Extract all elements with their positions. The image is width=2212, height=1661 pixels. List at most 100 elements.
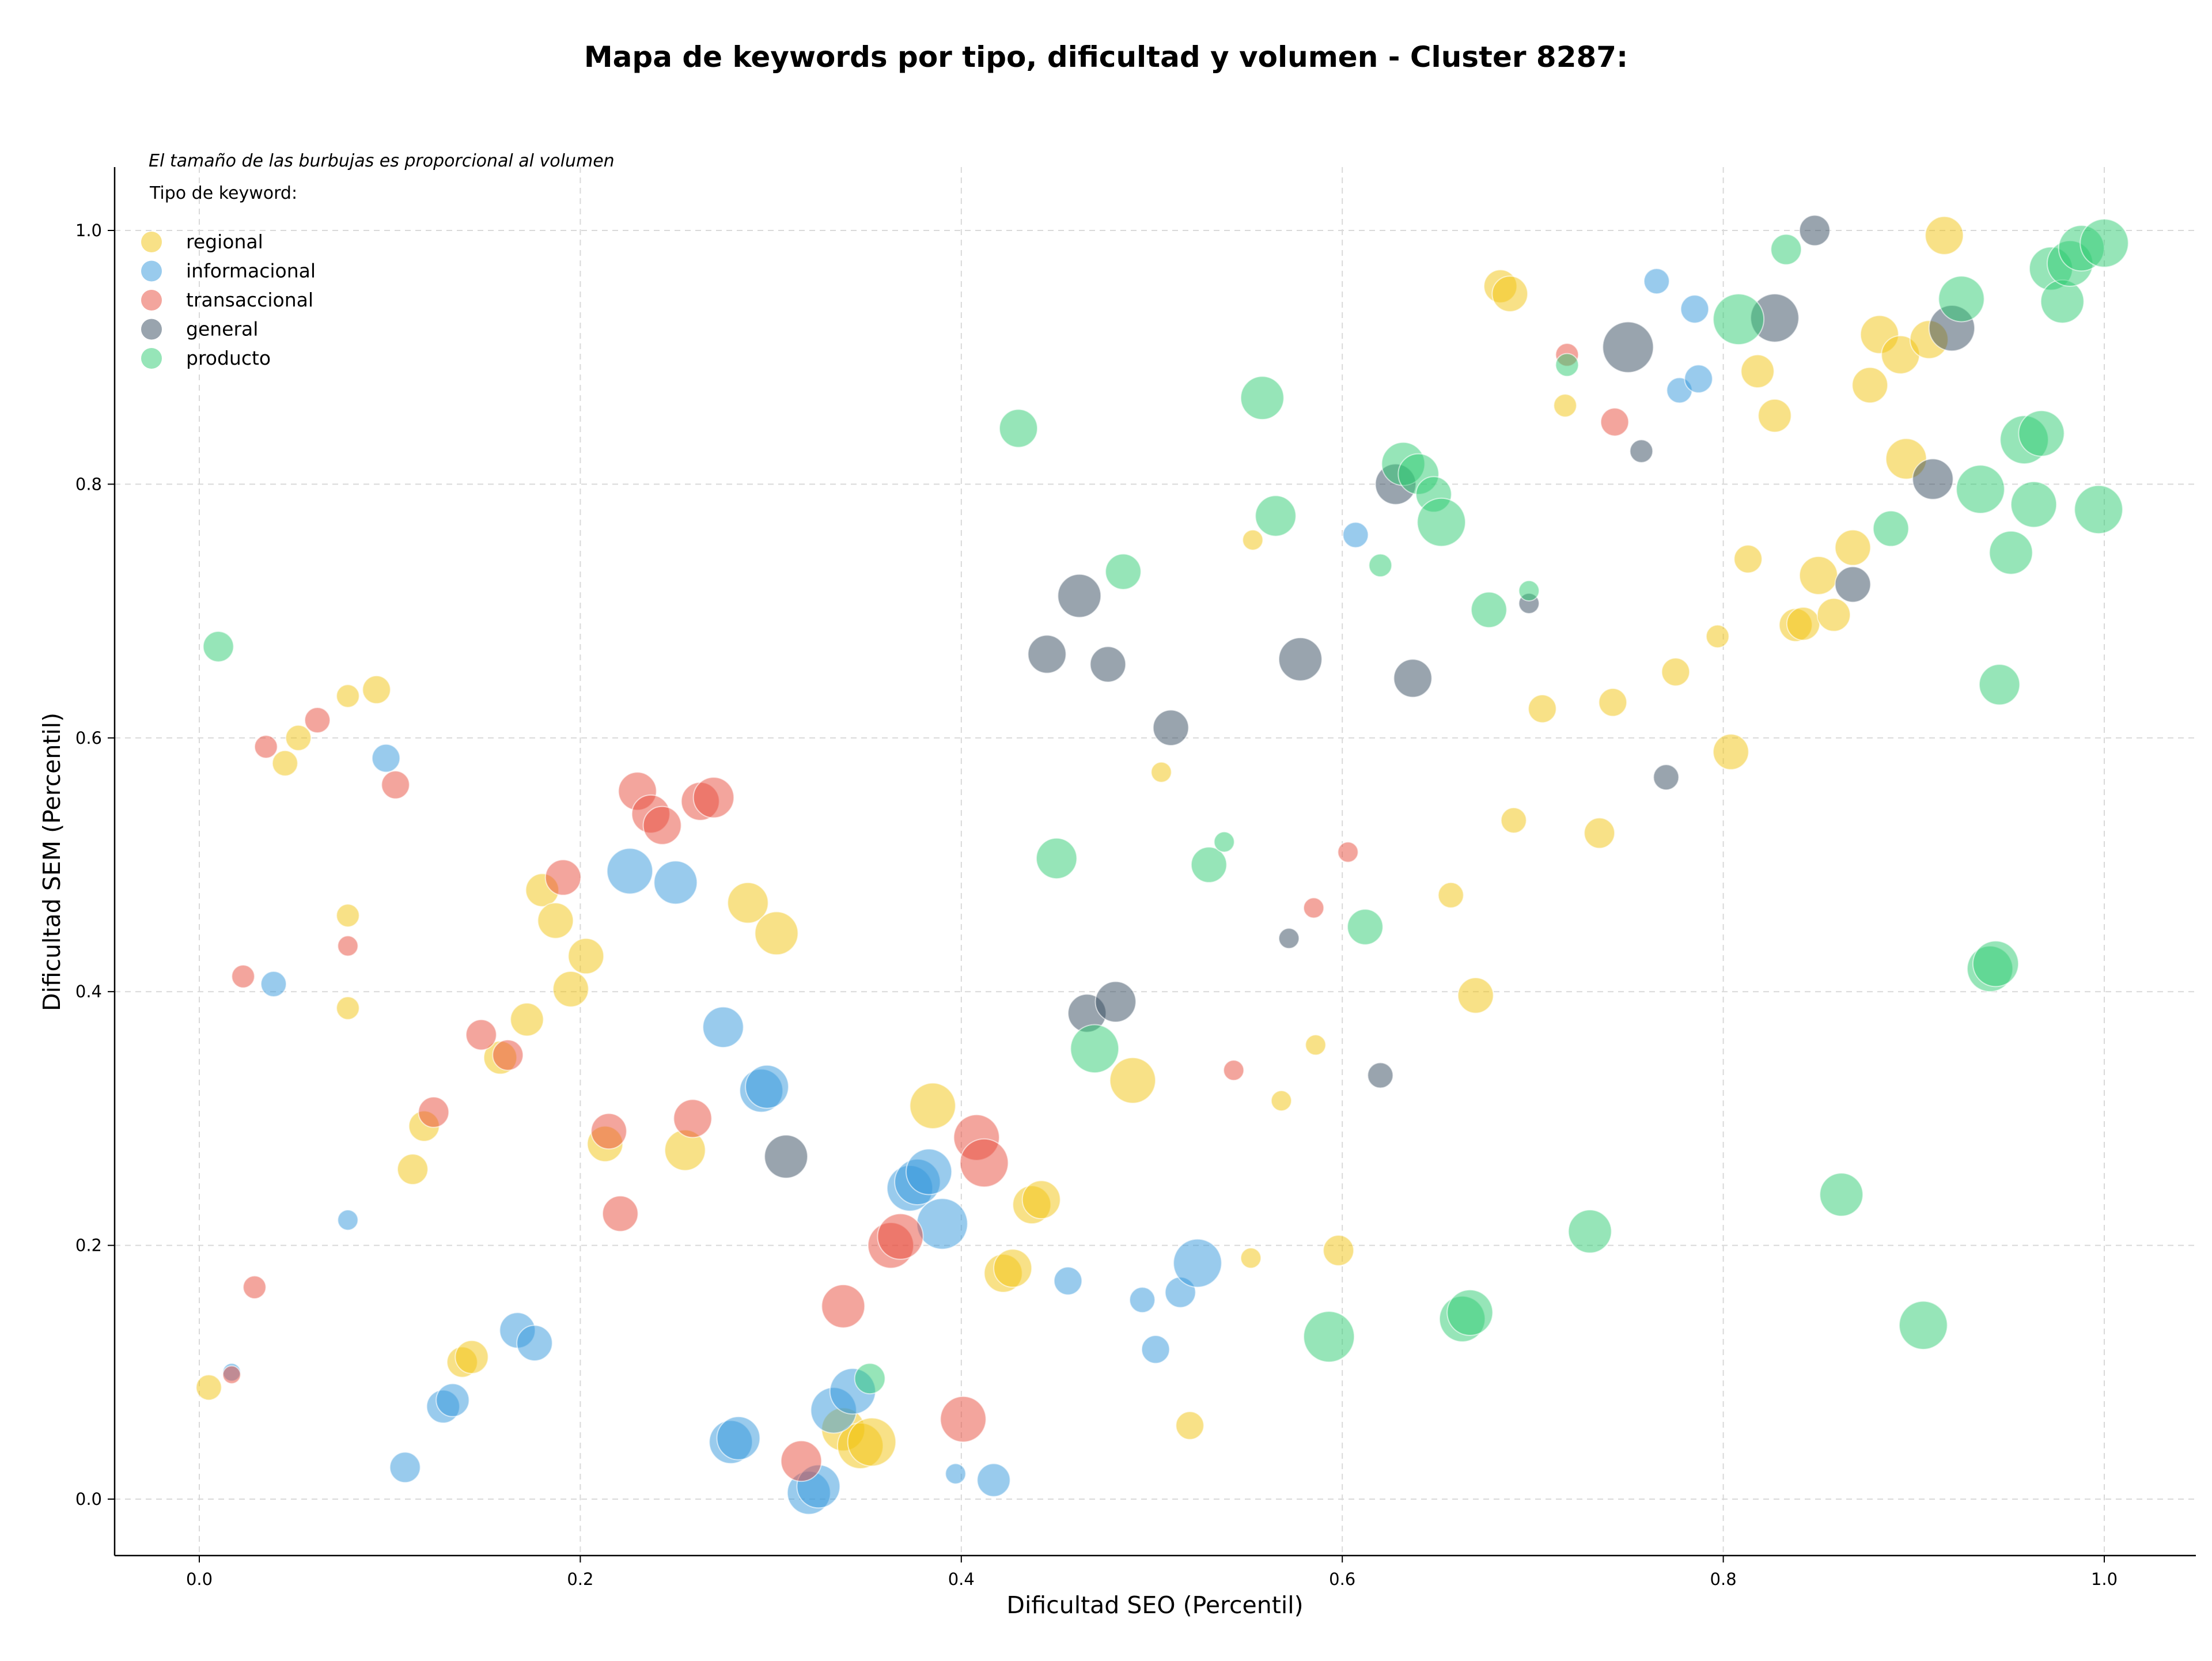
y-tick-label: 0.8 bbox=[75, 474, 102, 494]
bubble-producto bbox=[1070, 1024, 1120, 1074]
bubble-regional bbox=[336, 996, 360, 1020]
bubble-producto bbox=[1972, 940, 2020, 987]
bubble-regional bbox=[1851, 366, 1888, 404]
bubble-producto bbox=[1347, 909, 1384, 945]
bubble-regional bbox=[1270, 1090, 1292, 1112]
bubble-general bbox=[1278, 928, 1300, 949]
bubble-producto bbox=[1770, 233, 1802, 266]
bubble-informacional bbox=[945, 1463, 967, 1485]
bubble-general bbox=[1798, 214, 1831, 247]
bubble-transaccional bbox=[1600, 407, 1630, 437]
bubble-regional bbox=[1242, 529, 1264, 551]
bubble-producto bbox=[2040, 279, 2085, 324]
bubble-informacional bbox=[606, 847, 654, 895]
bubble-producto bbox=[2010, 481, 2058, 528]
bubble-general bbox=[1602, 321, 1654, 373]
bubble-informacional bbox=[1643, 268, 1670, 295]
bubble-producto bbox=[1899, 1300, 1948, 1350]
x-tick-label: 0.4 bbox=[948, 1569, 975, 1589]
legend: regional informacional transaccional genera… bbox=[141, 230, 316, 369]
x-tick-label: 1.0 bbox=[2091, 1569, 2118, 1589]
y-tick-label: 1.0 bbox=[75, 221, 102, 240]
bubble-producto bbox=[1446, 1289, 1494, 1336]
bubble-general bbox=[1057, 573, 1102, 618]
bubble-transaccional bbox=[492, 1039, 524, 1071]
legend-label-informacional: informacional bbox=[186, 260, 316, 282]
legend-label-producto: producto bbox=[186, 347, 271, 369]
bubble-regional bbox=[727, 881, 769, 924]
legend-marker-informacional bbox=[141, 260, 162, 282]
legend-label-general: general bbox=[186, 318, 258, 340]
bubble-producto bbox=[1518, 580, 1540, 602]
bubble-regional bbox=[336, 684, 360, 708]
bubble-informacional bbox=[260, 971, 287, 997]
bubble-general bbox=[1094, 981, 1137, 1023]
bubble-producto bbox=[1555, 353, 1580, 377]
bubble-regional bbox=[1816, 597, 1851, 632]
bubble-informacional bbox=[389, 1451, 421, 1484]
bubble-informacional bbox=[653, 860, 698, 905]
bubble-transaccional bbox=[780, 1440, 823, 1482]
bubble-general bbox=[1912, 458, 1954, 500]
x-tick-label: 0.8 bbox=[1710, 1569, 1737, 1589]
bubble-regional bbox=[1528, 694, 1557, 724]
bubble-general bbox=[1653, 764, 1680, 791]
bubble-regional bbox=[1661, 657, 1691, 687]
bubble-regional bbox=[510, 1002, 544, 1037]
y-axis-label: Dificultad SEM (Percentil) bbox=[38, 713, 66, 1011]
bubble-regional bbox=[195, 1374, 222, 1401]
bubble-informacional bbox=[745, 1064, 789, 1109]
bubble-transaccional bbox=[877, 1213, 924, 1260]
bubble-producto bbox=[1713, 293, 1765, 346]
y-tick-label: 0.0 bbox=[75, 1489, 102, 1509]
bubble-informacional bbox=[1053, 1266, 1083, 1296]
bubble-producto bbox=[202, 630, 234, 663]
bubble-regional bbox=[1705, 624, 1730, 649]
bubble-transaccional bbox=[418, 1096, 450, 1128]
bubble-regional bbox=[993, 1248, 1033, 1288]
bubble-regional bbox=[1758, 398, 1792, 433]
bubble-layer bbox=[195, 214, 2129, 1515]
bubble-informacional bbox=[976, 1463, 1011, 1497]
bubble-transaccional bbox=[253, 735, 278, 759]
bubble-regional bbox=[1323, 1235, 1355, 1266]
bubble-regional bbox=[1175, 1411, 1205, 1440]
bubble-transaccional bbox=[465, 1019, 497, 1051]
axes bbox=[113, 167, 2196, 1557]
bubble-producto bbox=[1567, 1209, 1612, 1254]
y-tick-label: 0.4 bbox=[75, 982, 102, 1001]
bubble-regional bbox=[1437, 881, 1464, 909]
bubble-regional bbox=[1240, 1247, 1262, 1269]
bubble-size-note: El tamaño de las burbujas es proporciona… bbox=[149, 151, 615, 171]
bubble-producto bbox=[1819, 1172, 1864, 1217]
bubble-transaccional bbox=[243, 1275, 267, 1300]
bubble-transaccional bbox=[821, 1284, 866, 1329]
bubble-informacional bbox=[1680, 294, 1710, 324]
legend-marker-transaccional bbox=[141, 290, 162, 311]
legend-marker-producto bbox=[141, 348, 162, 369]
bubble-producto bbox=[1416, 497, 1466, 547]
bubble-regional bbox=[1150, 761, 1172, 783]
bubble-regional bbox=[567, 937, 605, 975]
bubble-regional bbox=[1834, 529, 1872, 566]
bubble-transaccional bbox=[381, 770, 410, 800]
bubble-informacional bbox=[337, 1209, 359, 1231]
legend-label-transaccional: transaccional bbox=[186, 289, 313, 311]
bubble-regional bbox=[1109, 1057, 1157, 1104]
bubble-informacional bbox=[1342, 521, 1369, 548]
bubble-informacional bbox=[916, 1198, 968, 1250]
bubble-producto bbox=[2074, 485, 2123, 535]
bubble-regional bbox=[847, 1417, 897, 1467]
bubble-general bbox=[1629, 439, 1654, 463]
bubble-regional bbox=[362, 675, 391, 705]
bubble-regional bbox=[1713, 733, 1749, 770]
bubble-regional bbox=[552, 971, 589, 1008]
bubble-producto bbox=[1213, 831, 1235, 853]
bubble-regional bbox=[1740, 354, 1775, 389]
bubble-general bbox=[1834, 566, 1872, 603]
bubble-transaccional bbox=[304, 707, 331, 733]
y-tick-label: 0.2 bbox=[75, 1236, 102, 1255]
bubble-producto bbox=[1978, 664, 2021, 706]
bubble-informacional bbox=[716, 1416, 761, 1461]
